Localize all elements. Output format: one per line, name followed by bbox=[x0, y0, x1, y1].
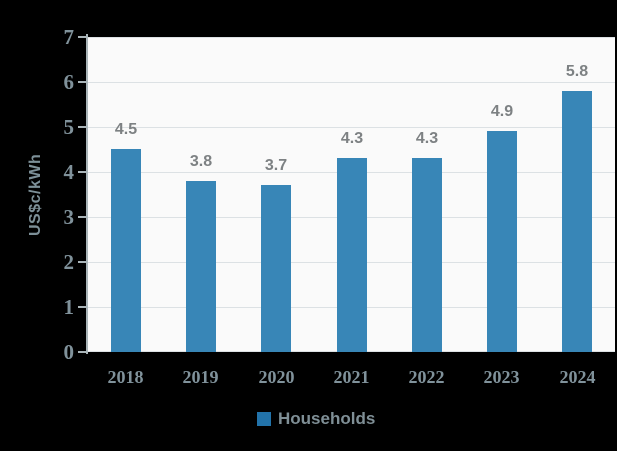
bar-data-label: 3.7 bbox=[264, 157, 288, 174]
y-axis-tick-label: 7 bbox=[63, 25, 75, 49]
x-axis-tick-label: 2020 bbox=[258, 367, 295, 387]
y-axis-tick-label: 1 bbox=[63, 295, 75, 319]
y-axis-tick-label: 5 bbox=[63, 115, 75, 139]
gridline bbox=[88, 82, 615, 83]
y-axis-tick bbox=[78, 216, 86, 218]
y-axis-tick-label: 3 bbox=[63, 205, 75, 229]
plot-area: 4.5 3.8 3.7 4.3 4.3 4.9 5.8 bbox=[88, 37, 615, 352]
bar bbox=[562, 91, 592, 352]
y-axis-tick bbox=[78, 36, 86, 38]
y-axis-tick bbox=[78, 351, 86, 353]
bar-data-label: 4.9 bbox=[490, 103, 514, 120]
legend-color-swatch bbox=[257, 412, 271, 426]
bar bbox=[412, 158, 442, 352]
bar-data-label: 3.8 bbox=[189, 153, 213, 170]
y-axis-tick-label: 2 bbox=[63, 250, 75, 274]
x-axis-tick-label: 2022 bbox=[408, 367, 445, 387]
x-axis-tick-label: 2019 bbox=[182, 367, 219, 387]
y-axis-tick bbox=[78, 81, 86, 83]
legend-label: Households bbox=[278, 409, 376, 428]
x-axis-tick-label: 2024 bbox=[559, 367, 596, 387]
y-axis-tick-label: 4 bbox=[63, 160, 75, 184]
bar bbox=[186, 181, 216, 352]
bar-data-label: 5.8 bbox=[565, 63, 589, 80]
bar-data-label: 4.5 bbox=[114, 121, 138, 138]
y-axis-tick bbox=[78, 126, 86, 128]
y-axis-tick-label: 0 bbox=[63, 340, 75, 364]
x-axis-tick-label: 2018 bbox=[107, 367, 144, 387]
bar-data-label: 4.3 bbox=[415, 130, 439, 147]
y-axis-tick-label: 6 bbox=[63, 70, 75, 94]
legend: Households bbox=[257, 410, 375, 428]
gridline bbox=[88, 37, 615, 38]
y-axis-tick bbox=[78, 306, 86, 308]
y-axis-line bbox=[86, 34, 88, 354]
x-axis-tick-label: 2023 bbox=[483, 367, 520, 387]
bar-data-label: 4.3 bbox=[340, 130, 364, 147]
bar bbox=[337, 158, 367, 352]
bar bbox=[111, 149, 141, 352]
y-axis-tick bbox=[78, 261, 86, 263]
bar bbox=[487, 131, 517, 352]
gridline bbox=[88, 127, 615, 128]
x-axis-tick-label: 2021 bbox=[333, 367, 370, 387]
y-axis-tick bbox=[78, 171, 86, 173]
bar bbox=[261, 185, 291, 352]
